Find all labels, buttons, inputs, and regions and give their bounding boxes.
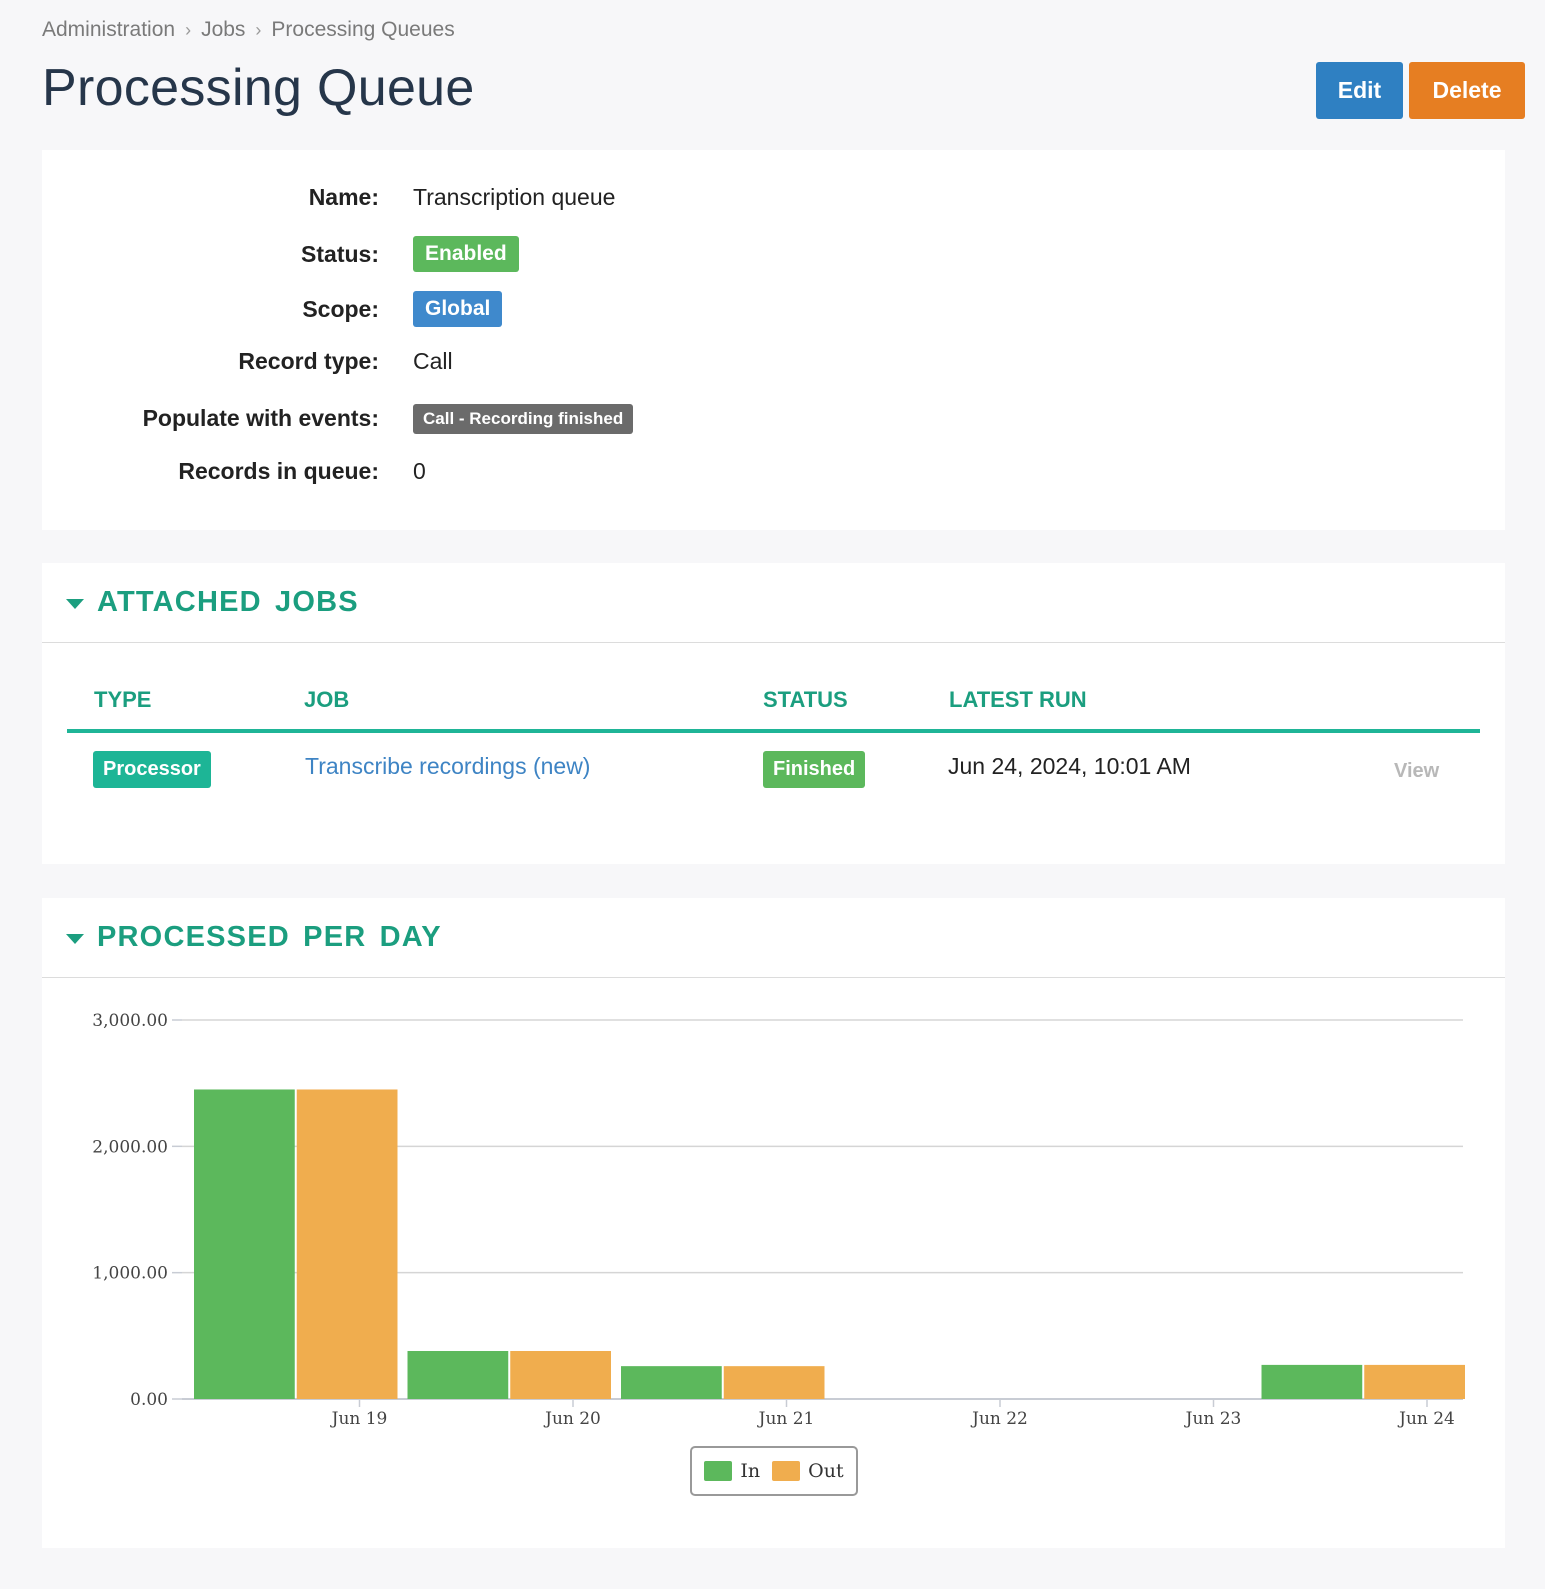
name-label: Name: [308,184,379,210]
y-tick-label: 0.00 [130,1390,168,1410]
name-value: Transcription queue [413,184,616,210]
legend-label-out: Out [808,1460,844,1482]
bar-chart: 0.00 1,000.00 2,000.00 3,000.00 Jun 19 Jun 20… [92,1011,1465,1429]
attached-jobs-title: ATTACHED JOBS [97,586,359,618]
x-tick-label: Jun 22 [970,1409,1028,1429]
record-type-row: Record type: Call [42,348,1505,375]
breadcrumb: Administration › Jobs › Processing Queue… [42,18,455,42]
x-tick-label: Jun 19 [330,1409,388,1429]
edit-button[interactable]: Edit [1316,62,1403,119]
status-badge: Enabled [413,236,519,272]
legend-swatch-in [704,1461,733,1481]
status-label: Status: [301,240,379,267]
name-row: Name: Transcription queue [42,184,1505,211]
y-tick-label: 2,000.00 [92,1137,168,1157]
bar-out [1364,1364,1465,1399]
record-type-value: Call [413,348,453,374]
type-badge: Processor [93,751,211,788]
latest-run-value: Jun 24, 2024, 10:01 AM [948,753,1191,779]
events-label: Populate with events: [142,405,379,431]
chart-legend: In Out [690,1446,858,1496]
records-label: Records in queue: [178,458,379,484]
y-tick-label: 3,000.00 [92,1011,168,1031]
bar-out [510,1350,611,1399]
records-value: 0 [413,458,426,484]
status-row: Status: Enabled [42,236,1505,272]
processed-chart: 0.00 1,000.00 2,000.00 3,000.00 Jun 19 Jun 20… [42,978,1505,1548]
legend-swatch-out [772,1461,801,1481]
processed-header[interactable]: PROCESSED PER DAY [42,898,1505,978]
x-tick-label: Jun 24 [1397,1409,1455,1429]
attached-jobs-header[interactable]: ATTACHED JOBS [42,563,1505,643]
scope-label: Scope: [302,295,379,322]
legend-item-out[interactable]: Out [772,1460,844,1482]
job-status-badge: Finished [763,751,866,788]
scope-badge: Global [413,291,503,327]
page-title: Processing Queue [42,59,475,117]
view-link[interactable]: View [1394,760,1440,782]
column-type: TYPE [94,687,152,712]
event-badge: Call - Recording finished [413,404,634,434]
column-job: JOB [304,687,350,712]
attached-jobs-panel: ATTACHED JOBS TYPE JOB STATUS LATEST RUN… [42,563,1505,864]
bar-in [407,1350,509,1399]
legend-item-in[interactable]: In [704,1460,760,1482]
records-row: Records in queue: 0 [42,458,1505,485]
bar-in [194,1089,295,1399]
x-tick-label: Jun 21 [757,1409,815,1429]
chevron-right-icon: › [185,19,192,40]
caret-down-icon[interactable] [66,598,84,609]
breadcrumb-processing-queues[interactable]: Processing Queues [271,18,455,41]
table-header-row: TYPE JOB STATUS LATEST RUN [67,673,1480,733]
jobs-table: TYPE JOB STATUS LATEST RUN Processor Tra… [67,673,1480,809]
caret-down-icon[interactable] [66,933,84,944]
legend-label-in: In [740,1460,761,1482]
bar-out [723,1366,825,1399]
bar-in [1261,1364,1363,1399]
chevron-right-icon: › [255,19,262,40]
breadcrumb-administration[interactable]: Administration [42,18,176,41]
job-link[interactable]: Transcribe recordings (new) [305,753,591,779]
x-tick-label: Jun 20 [543,1409,601,1429]
page-actions: Edit Delete [1316,62,1525,119]
column-status: STATUS [763,687,848,712]
processed-per-day-panel: PROCESSED PER DAY 0.00 1,000.00 2,000.00 3,… [42,898,1505,1548]
processed-title: PROCESSED PER DAY [97,921,442,953]
bar-out [296,1089,398,1399]
x-tick-label: Jun 23 [1184,1409,1242,1429]
breadcrumb-jobs[interactable]: Jobs [201,18,246,41]
delete-button[interactable]: Delete [1409,62,1525,119]
queue-details-panel: Name: Transcription queue Status: Enable… [42,150,1505,530]
table-row: Processor Transcribe recordings (new) Fi… [67,733,1480,809]
bar-in [621,1366,722,1399]
y-tick-label: 1,000.00 [92,1264,168,1284]
record-type-label: Record type: [238,348,379,374]
column-latest-run: LATEST RUN [949,687,1087,712]
scope-row: Scope: Global [42,291,1505,327]
events-row: Populate with events: Call - Recording f… [42,403,1505,434]
